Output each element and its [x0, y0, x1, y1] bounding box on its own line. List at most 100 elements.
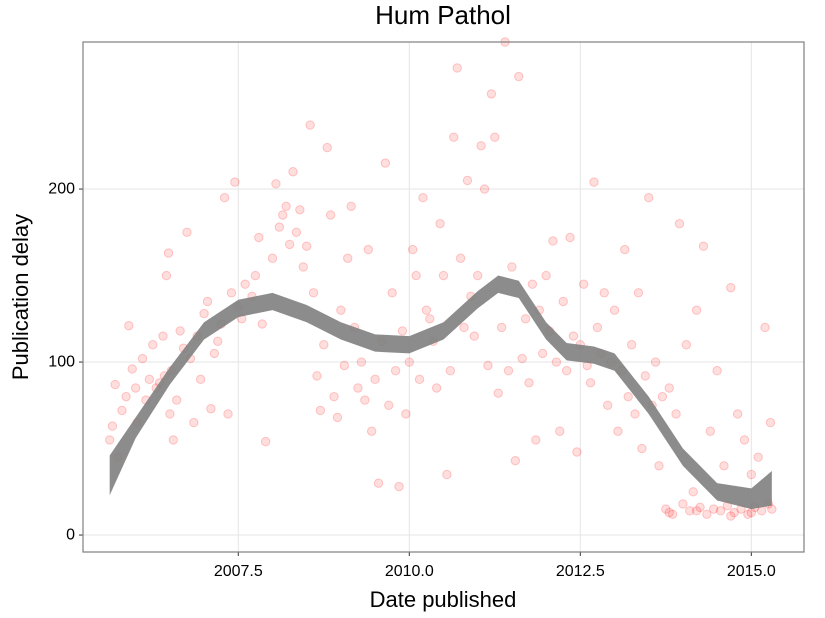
point: [537, 348, 548, 359]
point: [719, 461, 729, 471]
point: [195, 374, 206, 385]
point: [469, 331, 479, 341]
point: [284, 239, 295, 250]
point: [691, 305, 702, 315]
point: [623, 391, 633, 402]
point: [551, 357, 562, 367]
point: [435, 218, 445, 229]
point: [308, 288, 319, 298]
point: [250, 270, 261, 281]
point: [541, 270, 551, 281]
point: [414, 374, 425, 385]
point: [163, 248, 174, 258]
point: [144, 374, 155, 385]
point: [667, 509, 678, 519]
point: [746, 507, 757, 518]
point: [322, 142, 332, 153]
point: [137, 353, 148, 364]
point: [753, 452, 763, 462]
point: [438, 270, 449, 281]
point: [561, 365, 572, 376]
point: [743, 509, 753, 519]
point: [315, 405, 326, 416]
point: [339, 360, 350, 371]
point: [486, 89, 497, 99]
point: [384, 400, 394, 410]
point: [650, 357, 661, 367]
point: [620, 244, 630, 255]
point: [373, 478, 384, 488]
chart-title: Hum Pathol: [375, 0, 511, 30]
point: [630, 409, 640, 419]
point: [640, 371, 650, 381]
x-axis-title: Date published: [370, 587, 517, 612]
plot-border: [82, 41, 805, 553]
point: [421, 305, 432, 315]
point: [158, 331, 168, 341]
point: [767, 504, 777, 514]
point: [165, 409, 175, 419]
point: [397, 326, 408, 336]
point: [230, 177, 240, 187]
point: [592, 322, 603, 333]
point: [431, 383, 442, 393]
point: [483, 360, 493, 371]
point: [110, 379, 120, 390]
point: [240, 279, 250, 289]
point: [202, 296, 213, 307]
point: [705, 426, 715, 436]
point: [674, 218, 685, 229]
point: [681, 340, 692, 350]
point: [691, 506, 702, 516]
point: [257, 319, 267, 329]
point: [702, 509, 712, 519]
point: [637, 443, 647, 454]
point: [709, 504, 719, 514]
point: [517, 353, 527, 364]
point: [394, 481, 404, 492]
point: [445, 365, 456, 376]
point: [254, 232, 264, 243]
point: [380, 158, 391, 168]
point: [274, 222, 285, 232]
point: [271, 179, 281, 189]
point: [295, 205, 305, 215]
point: [319, 340, 329, 350]
point: [298, 262, 308, 272]
y-axis-title: Publication delay: [8, 214, 33, 380]
point: [609, 305, 620, 315]
point: [462, 175, 473, 186]
point: [107, 421, 118, 431]
point: [459, 322, 469, 333]
point: [565, 232, 575, 243]
point: [401, 409, 411, 419]
point: [657, 391, 668, 402]
point: [626, 340, 637, 350]
point: [206, 404, 216, 414]
x-tick-label: 2015.0: [727, 563, 776, 580]
point: [765, 417, 776, 428]
point: [329, 391, 339, 402]
point: [602, 400, 613, 410]
point: [527, 279, 538, 289]
point: [685, 506, 695, 516]
point: [390, 365, 401, 376]
point: [305, 120, 315, 130]
point: [226, 288, 237, 298]
point: [732, 409, 743, 419]
point: [452, 63, 462, 73]
point: [579, 279, 589, 289]
point: [712, 365, 722, 376]
point: [223, 409, 233, 419]
point: [698, 241, 709, 251]
smooth-band: [109, 275, 772, 510]
point: [664, 507, 674, 518]
point: [726, 282, 736, 293]
point: [189, 417, 199, 428]
point: [301, 241, 312, 251]
point: [356, 357, 367, 367]
point: [404, 357, 414, 367]
point: [664, 383, 674, 393]
